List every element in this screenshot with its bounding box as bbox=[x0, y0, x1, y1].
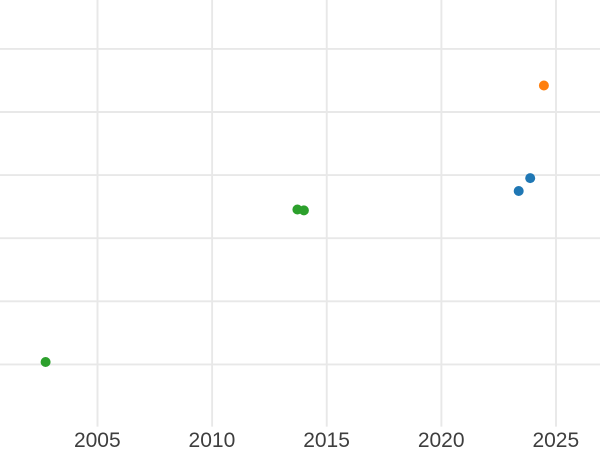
svg-text:2010: 2010 bbox=[189, 429, 236, 450]
svg-text:2020: 2020 bbox=[418, 429, 465, 450]
svg-text:2005: 2005 bbox=[74, 429, 121, 450]
svg-text:2025: 2025 bbox=[532, 429, 579, 450]
svg-text:2015: 2015 bbox=[303, 429, 350, 450]
